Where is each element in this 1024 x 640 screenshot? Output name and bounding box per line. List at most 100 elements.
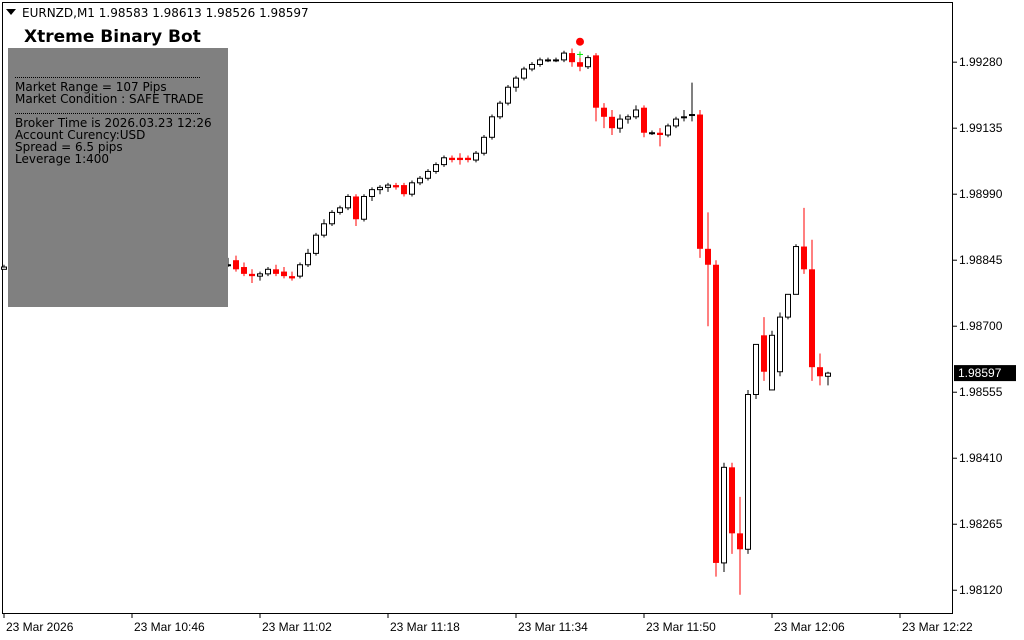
candle-body [441,157,447,166]
candle-body [617,118,623,129]
current-price-label: 1.98597 [958,366,1002,380]
account-currency-text: Account Curency:USD [15,128,146,142]
candle-body [561,52,567,61]
y-tick-label: 1.98555 [959,385,1003,399]
y-tick-label: 1.99280 [959,55,1003,69]
candle-body [801,246,807,270]
x-axis: 23 Mar 2026 23 Mar 10:46 23 Mar 11:02 23 Ma… [3,613,973,634]
candle-body [625,116,631,120]
y-tick-label: 1.98410 [959,451,1003,465]
candle-body [529,63,535,70]
candle-body [745,393,751,550]
bot-title: Xtreme Binary Bot [24,27,201,47]
candle-body [545,59,551,62]
candle-body [281,271,287,277]
x-tick-label: 23 Mar 12:06 [774,620,845,634]
candle-body [825,372,831,377]
candle-body [729,467,735,534]
candle-body [793,246,799,295]
candle-body [505,86,511,104]
y-tick-label: 1.98265 [959,517,1003,531]
candle-body [457,157,463,161]
candle-body [369,189,375,197]
candle-body [313,234,319,254]
x-tick-label: 23 Mar 11:02 [262,620,332,634]
x-tick-label: 23 Mar 10:46 [134,620,205,634]
candle-body [585,57,591,68]
candle-body [737,533,743,550]
y-tick-label: 1.99135 [959,121,1003,135]
candle-body [513,77,519,88]
candle-body [265,268,271,275]
candle-body [777,316,783,373]
candle-body [769,334,775,391]
leverage-text: Leverage 1:400 [15,152,110,166]
candle-body [593,55,599,108]
candle-body [329,211,335,225]
sell-signal-dot [576,37,584,46]
candle-body [569,53,575,63]
candle-body [665,125,671,136]
info-divider [15,113,200,114]
candle-body [537,59,543,65]
plot-frame [2,2,953,614]
candle-body [673,118,679,127]
candle-body [657,132,663,136]
candle-body [497,102,503,118]
candle-body [433,164,439,172]
candle-body [337,207,343,213]
candle-body [609,116,615,129]
candle-body [473,152,479,161]
candle-body [633,109,639,118]
candle-body [393,185,399,188]
info-panel: Market Range = 107 Pips Market Condition… [8,48,228,307]
candle-body [705,248,711,265]
candle-body [361,195,367,220]
candle-body [353,196,359,220]
candle-body [425,170,431,179]
candle-body [785,293,791,318]
x-tick-label: 23 Mar 11:50 [646,620,716,634]
candle-body [233,260,239,270]
y-tick-label: 1.98990 [959,187,1003,201]
x-tick-label: 23 Mar 11:34 [518,620,588,634]
candle-body [809,269,815,368]
candle-body [241,267,247,274]
candle-body [681,116,687,119]
candle-body [697,114,703,249]
current-price-tag: 1.98597 [954,365,1016,382]
candle-body [257,273,263,277]
dropdown-triangle-icon[interactable] [6,9,16,15]
candle-body [689,114,695,117]
candle-body [601,107,607,117]
y-tick-label: 1.98120 [959,583,1003,597]
candle-body [577,62,583,67]
x-tick-label: 23 Mar 2026 [6,620,74,634]
candle-body [481,136,487,154]
symbol-header: EURNZD,M1 1.98583 1.98613 1.98526 1.9859… [6,6,309,20]
candle-body [297,264,303,277]
candle-body [385,184,391,188]
x-tick-label: 23 Mar 12:22 [902,620,973,634]
market-condition-text: Market Condition : SAFE TRADE [15,92,204,106]
candle-body [649,132,655,135]
candle-body [817,367,823,377]
symbol-ohlc-text: EURNZD,M1 1.98583 1.98613 1.98526 1.9859… [22,6,309,20]
candle-body [289,276,295,279]
candle-body [641,107,647,133]
candle-body [713,264,719,563]
candle-body [305,252,311,266]
candle-body [553,59,559,62]
candle-body [273,269,279,274]
candle-body [417,177,423,184]
candle-body [401,185,407,195]
current-price-tag-bg [954,365,1016,382]
candle-body [321,223,327,236]
candle-body [1,266,7,270]
candle-body [465,157,471,161]
candle-body [249,273,255,277]
broker-time-text: Broker Time is 2026.03.23 12:26 [15,116,212,130]
x-tick-label: 23 Mar 11:18 [390,620,460,634]
y-tick-label: 1.98700 [959,319,1003,333]
candle-body [489,116,495,138]
